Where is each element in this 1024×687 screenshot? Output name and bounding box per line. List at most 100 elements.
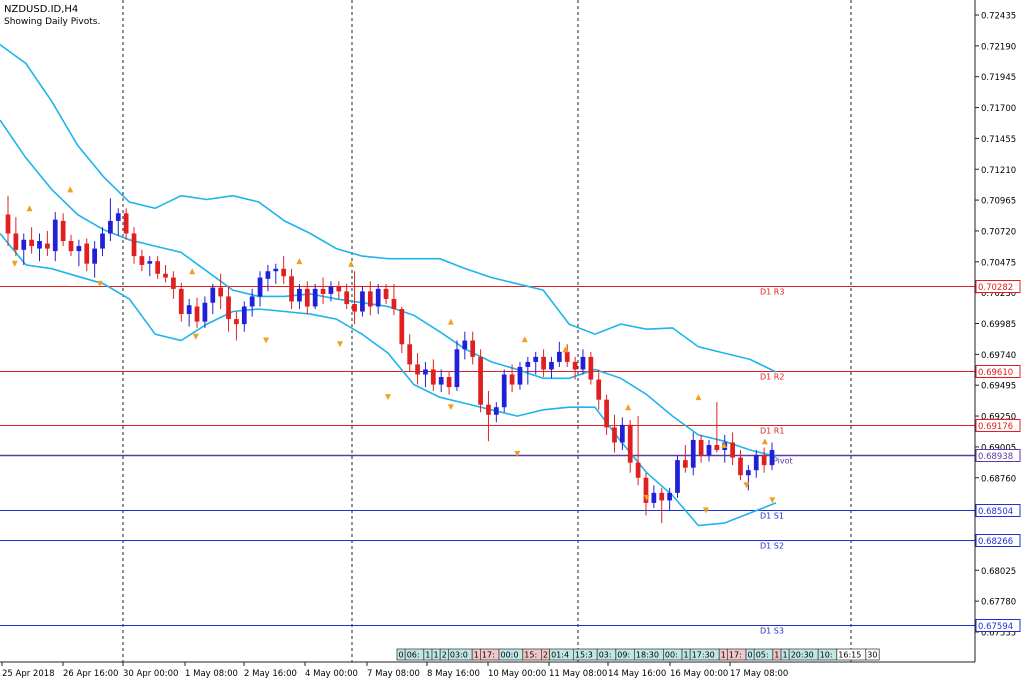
candle-body — [541, 356, 546, 370]
candle-body — [249, 296, 255, 307]
candle-body — [367, 291, 373, 307]
fractal-down-marker — [336, 341, 343, 348]
y-tick-label: 0.70965 — [981, 197, 1016, 207]
session-label: 03:0 — [450, 651, 468, 660]
candle-body — [454, 349, 460, 388]
candle-body — [155, 261, 161, 274]
candle-body — [171, 277, 176, 289]
fractal-up-marker — [625, 404, 632, 411]
bollinger-bands — [0, 43, 777, 527]
chart-title: NZDUSD.ID,H4 — [4, 4, 78, 15]
pivot-price-box — [975, 534, 1021, 547]
pivot-price-label: 0.68266 — [978, 537, 1013, 547]
candle-body — [147, 261, 153, 264]
candle-body — [13, 233, 19, 250]
session-label: 30 — [867, 651, 877, 660]
pivot-price-label: 0.68504 — [978, 507, 1013, 517]
pivot-price-label: 0.69610 — [978, 368, 1013, 378]
candle-body — [438, 377, 444, 385]
fractal-up-marker — [348, 260, 355, 267]
pivot-line-label: Pivot — [773, 457, 793, 466]
fractal-up-marker — [26, 205, 33, 212]
session-label: 1 — [684, 651, 689, 660]
y-tick-label: 0.67535 — [981, 629, 1016, 639]
candle-body — [234, 319, 239, 325]
candle-body — [556, 351, 562, 362]
pivot-price-box — [975, 504, 1021, 517]
candle-body — [596, 379, 602, 400]
fractal-down-marker — [769, 497, 776, 504]
candle-body — [163, 273, 168, 278]
candle-body — [21, 239, 27, 250]
candle-body — [289, 276, 294, 302]
candle-body — [304, 288, 310, 307]
session-label: 1 — [721, 651, 726, 660]
y-tick-label: 0.68025 — [981, 567, 1016, 577]
bollinger-lower-band — [0, 232, 777, 527]
y-axis: 0.72435 0.72190 0.71945 0.71700 0.71455 0.712… — [975, 12, 1016, 639]
y-tick-label: 0.71700 — [981, 104, 1016, 114]
session-label: 17:30 — [692, 651, 715, 660]
x-tick-label: 17 May 08:00 — [730, 669, 788, 679]
candle-body — [423, 369, 428, 375]
candle-body — [509, 374, 515, 385]
fractal-up-marker — [521, 336, 528, 343]
candle-body — [407, 344, 413, 365]
candle-body — [202, 302, 208, 322]
candle-body — [533, 356, 539, 362]
candle-body — [352, 303, 357, 312]
fractal-down-marker — [743, 482, 750, 489]
x-tick-label: 16 May 00:00 — [670, 669, 728, 679]
pivot-line-label: D1 S2 — [760, 542, 784, 551]
candle-body — [415, 364, 420, 375]
y-tick-label: 0.71945 — [981, 73, 1016, 83]
candle-body — [549, 361, 554, 370]
candle-body — [675, 460, 680, 493]
fractal-down-marker — [702, 507, 709, 514]
fractal-up-marker — [67, 186, 74, 193]
y-tick-label: 0.68760 — [981, 474, 1016, 484]
candle-body — [115, 213, 121, 221]
candle-body — [92, 248, 98, 264]
fractal-up-marker — [189, 268, 196, 275]
session-label: 0 — [399, 651, 404, 660]
candle-body — [753, 455, 759, 471]
candle-body — [186, 305, 192, 315]
candle-body — [29, 239, 34, 247]
x-tick-label: 25 Apr 2018 — [2, 669, 55, 679]
fractal-up-marker — [695, 394, 702, 401]
fractal-down-marker — [11, 260, 18, 267]
candle-body — [604, 399, 609, 428]
session-label: 01:4 — [551, 651, 569, 660]
fractal-up-marker — [721, 442, 728, 449]
bollinger-middle-band — [0, 119, 777, 458]
session-label: 00: — [665, 651, 678, 660]
candle-body — [210, 287, 216, 303]
session-label: 2 — [442, 651, 447, 660]
candle-body — [612, 427, 617, 443]
pivot-price-label: 0.68938 — [978, 452, 1013, 462]
pivot-line-label: D1 R3 — [760, 288, 784, 297]
candle-body — [588, 356, 594, 380]
candle-body — [328, 286, 334, 294]
candle-body — [399, 309, 405, 345]
x-tick-label: 10 May 00:00 — [488, 669, 546, 679]
candle-body — [746, 470, 751, 476]
pivot-price-box — [975, 449, 1021, 462]
fractal-down-marker — [192, 333, 199, 340]
x-tick-label: 30 Apr 00:00 — [123, 669, 178, 679]
session-label: 20:30 — [791, 651, 814, 660]
candle-body — [706, 445, 712, 456]
candle-body — [730, 442, 735, 458]
candle-body — [462, 340, 468, 350]
fractal-down-marker — [96, 280, 103, 287]
time-gridlines — [122, 0, 852, 662]
session-label: 18:30 — [636, 651, 659, 660]
candle-body — [312, 288, 318, 307]
candle-body — [76, 246, 82, 252]
candle-body — [446, 377, 452, 388]
candle-body — [651, 492, 657, 503]
